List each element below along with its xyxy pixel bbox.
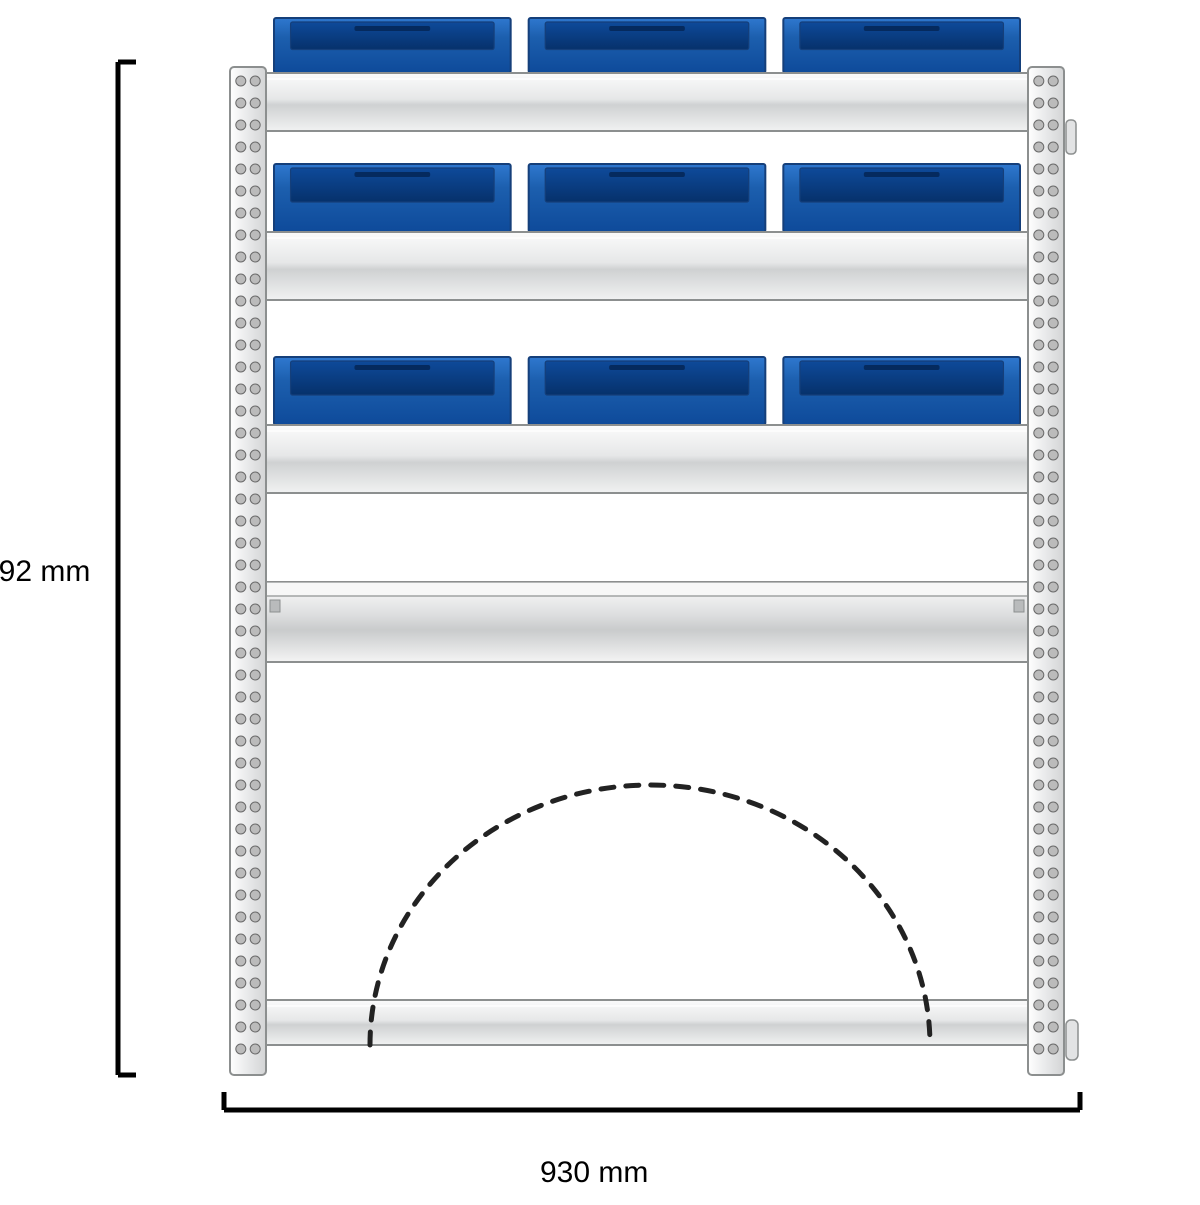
shelving-diagram bbox=[0, 0, 1200, 1200]
height-dimension-label: 992 mm bbox=[0, 555, 90, 589]
diagram-canvas: 992 mm 930 mm bbox=[0, 0, 1200, 1200]
width-dimension-label: 930 mm bbox=[540, 1156, 648, 1190]
